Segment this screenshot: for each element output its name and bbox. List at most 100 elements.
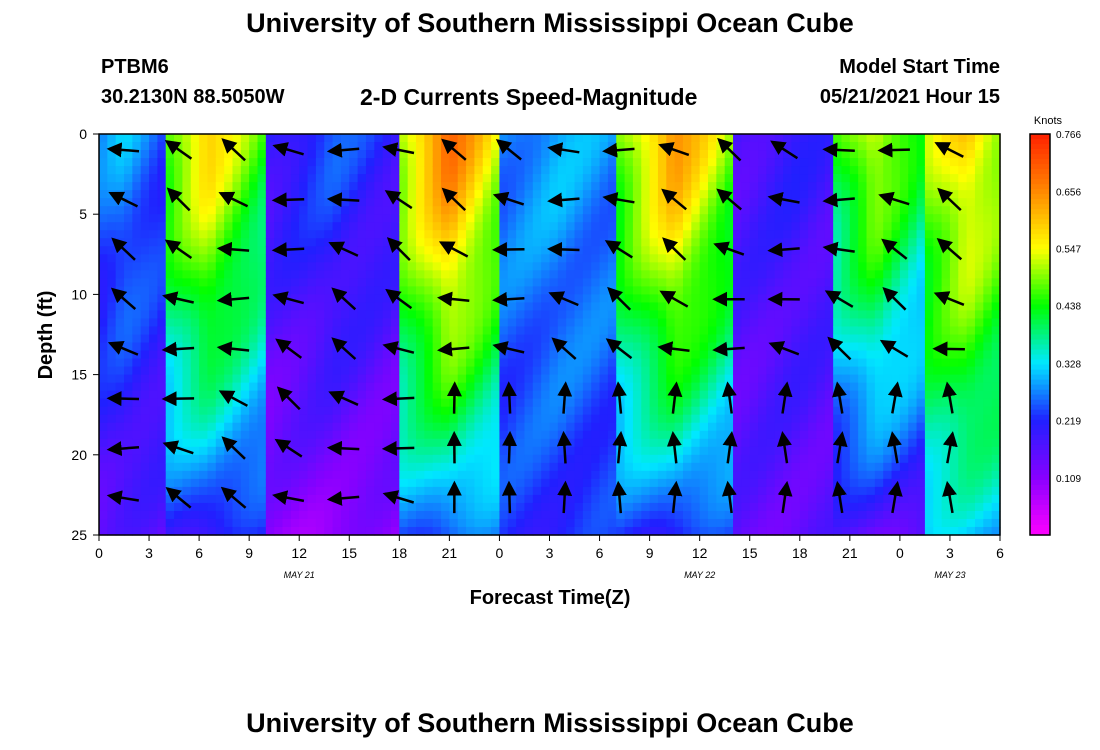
heatmap-cell bbox=[849, 238, 859, 247]
heatmap-cell bbox=[132, 238, 142, 247]
heatmap-cell bbox=[457, 350, 467, 360]
heatmap-cell bbox=[324, 454, 334, 464]
heatmap-cell bbox=[566, 230, 576, 239]
heatmap-cell bbox=[507, 166, 517, 175]
heatmap-cell bbox=[549, 166, 559, 175]
heatmap-cell bbox=[390, 166, 400, 175]
heatmap-cell bbox=[699, 174, 709, 183]
heatmap-cell bbox=[265, 382, 275, 392]
heatmap-cell bbox=[274, 398, 284, 408]
heatmap-cell bbox=[766, 230, 776, 239]
heatmap-cell bbox=[349, 294, 359, 304]
heatmap-cell bbox=[507, 462, 517, 472]
heatmap-cell bbox=[157, 462, 167, 472]
heatmap-cell bbox=[207, 398, 217, 408]
heatmap-cell bbox=[808, 422, 818, 432]
heatmap-cell bbox=[491, 198, 501, 207]
heatmap-cell bbox=[390, 414, 400, 424]
heatmap-cell bbox=[824, 382, 834, 392]
heatmap-cell bbox=[858, 294, 868, 304]
heatmap-cell bbox=[165, 286, 175, 295]
heatmap-cell bbox=[390, 350, 400, 360]
heatmap-cell bbox=[124, 390, 133, 400]
heatmap-cell bbox=[499, 286, 509, 295]
heatmap-cell bbox=[774, 454, 784, 464]
heatmap-cell bbox=[657, 262, 667, 271]
heatmap-cell bbox=[207, 166, 217, 175]
heatmap-cell bbox=[140, 190, 150, 199]
heatmap-cell bbox=[199, 302, 209, 312]
heatmap-cell bbox=[791, 462, 801, 472]
heatmap-cell bbox=[858, 214, 868, 223]
heatmap-cell bbox=[758, 350, 767, 360]
heatmap-cell bbox=[616, 302, 626, 312]
heatmap-cell bbox=[908, 318, 918, 328]
heatmap-cell bbox=[858, 270, 868, 279]
heatmap-cell bbox=[115, 166, 125, 175]
heatmap-cell bbox=[799, 374, 809, 384]
heatmap-cell bbox=[874, 406, 884, 416]
heatmap-cell bbox=[157, 510, 167, 520]
heatmap-cell bbox=[708, 414, 717, 424]
heatmap-cell bbox=[524, 174, 534, 183]
heatmap-cell bbox=[833, 134, 843, 143]
heatmap-cell bbox=[874, 478, 884, 488]
heatmap-cell bbox=[874, 190, 884, 199]
heatmap-cell bbox=[382, 310, 392, 320]
heatmap-cell bbox=[733, 262, 742, 271]
heatmap-cell bbox=[783, 518, 793, 528]
heatmap-cell bbox=[224, 350, 234, 360]
heatmap-cell bbox=[332, 510, 342, 520]
heatmap-cell bbox=[899, 206, 909, 215]
heatmap-cell bbox=[682, 214, 692, 223]
heatmap-cell bbox=[607, 462, 617, 472]
heatmap-cell bbox=[582, 246, 592, 255]
heatmap-cell bbox=[549, 302, 559, 312]
heatmap-cell bbox=[424, 342, 434, 352]
heatmap-cell bbox=[691, 366, 701, 376]
heatmap-cell bbox=[124, 510, 133, 520]
heatmap-cell bbox=[474, 310, 484, 320]
heatmap-cell bbox=[749, 382, 759, 392]
heatmap-cell bbox=[849, 294, 859, 304]
heatmap-cell bbox=[532, 358, 542, 368]
heatmap-cell bbox=[382, 262, 392, 271]
heatmap-cell bbox=[899, 326, 909, 336]
heatmap-cell bbox=[374, 358, 384, 368]
heatmap-cell bbox=[849, 374, 859, 384]
heatmap-cell bbox=[432, 278, 442, 287]
heatmap-cell bbox=[708, 390, 717, 400]
heatmap-cell bbox=[265, 454, 275, 464]
heatmap-cell bbox=[582, 334, 592, 344]
heatmap-cell bbox=[441, 270, 450, 279]
heatmap-cell bbox=[140, 374, 150, 384]
heatmap-cell bbox=[524, 158, 534, 167]
heatmap-cell bbox=[624, 174, 634, 183]
heatmap-cell bbox=[482, 166, 492, 175]
heatmap-cell bbox=[808, 134, 818, 143]
heatmap-cell bbox=[441, 414, 450, 424]
heatmap-cell bbox=[257, 182, 267, 191]
heatmap-cell bbox=[124, 158, 133, 167]
heatmap-cell bbox=[482, 382, 492, 392]
heatmap-cell bbox=[733, 158, 742, 167]
heatmap-cell bbox=[207, 342, 217, 352]
heatmap-cell bbox=[532, 406, 542, 416]
heatmap-cell bbox=[816, 142, 826, 151]
heatmap-cell bbox=[282, 286, 292, 295]
heatmap-cell bbox=[399, 214, 409, 223]
heatmap-cell bbox=[507, 526, 517, 536]
heatmap-cell bbox=[549, 366, 559, 376]
heatmap-cell bbox=[115, 462, 125, 472]
heatmap-cell bbox=[783, 398, 793, 408]
heatmap-cell bbox=[340, 326, 350, 336]
heatmap-cell bbox=[115, 134, 125, 143]
heatmap-cell bbox=[816, 318, 826, 328]
heatmap-cell bbox=[758, 430, 767, 440]
heatmap-cell bbox=[199, 294, 209, 304]
heatmap-cell bbox=[733, 454, 742, 464]
heatmap-cell bbox=[482, 374, 492, 384]
heatmap-cell bbox=[716, 398, 726, 408]
heatmap-cell bbox=[299, 302, 309, 312]
heatmap-cell bbox=[474, 502, 484, 512]
